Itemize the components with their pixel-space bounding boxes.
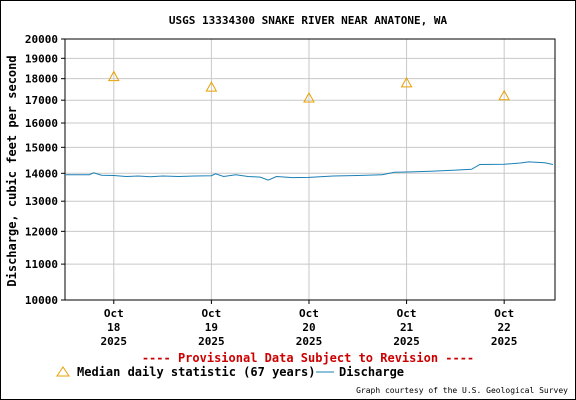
x-tick-label: 18 <box>107 321 120 334</box>
x-tick-label: 2025 <box>491 335 518 348</box>
legend-discharge-label: Discharge <box>339 365 404 379</box>
median-series <box>107 70 511 103</box>
y-tick-label: 10000 <box>25 294 58 307</box>
y-axis-ticks: 10000 11000 12000 13000 14000 15000 16000 17000… <box>25 33 65 307</box>
median-marker <box>107 70 120 82</box>
chart-title: USGS 13334300 SNAKE RIVER NEAR ANATONE, … <box>169 14 448 27</box>
plot-area <box>64 38 556 301</box>
legend: Median daily statistic (67 years) Discha… <box>56 365 404 379</box>
x-tick-label: 22 <box>498 321 511 334</box>
x-tick-label: Oct <box>494 307 514 320</box>
y-tick-label: 18000 <box>25 73 58 86</box>
discharge-series <box>65 161 554 181</box>
y-tick-label: 17000 <box>25 94 58 107</box>
x-tick-label: 19 <box>205 321 218 334</box>
x-tick-label: Oct <box>299 307 319 320</box>
provisional-annotation: ---- Provisional Data Subject to Revisio… <box>142 351 474 365</box>
y-tick-label: 19000 <box>25 52 58 65</box>
y-tick-label: 20000 <box>25 33 58 46</box>
legend-median-marker <box>56 366 70 377</box>
y-tick-label: 14000 <box>25 167 58 180</box>
x-tick-label: 20 <box>302 321 315 334</box>
x-tick-label: 2025 <box>393 335 420 348</box>
x-tick-label: Oct <box>201 307 221 320</box>
x-tick-label: 2025 <box>198 335 225 348</box>
y-tick-label: 16000 <box>25 117 58 130</box>
x-tick-label: 2025 <box>101 335 128 348</box>
x-tick-label: Oct <box>104 307 124 320</box>
median-marker <box>303 91 315 103</box>
y-tick-label: 15000 <box>25 141 58 154</box>
y-tick-label: 12000 <box>25 225 58 238</box>
median-marker <box>498 89 511 101</box>
discharge-line <box>65 161 554 181</box>
median-marker <box>205 81 218 92</box>
x-tick-label: Oct <box>397 307 417 320</box>
grid <box>65 38 555 301</box>
x-tick-label: 21 <box>400 321 414 334</box>
credit-text: Graph courtesy of the U.S. Geological Su… <box>356 386 568 395</box>
median-marker <box>400 76 413 88</box>
y-tick-label: 11000 <box>25 258 58 271</box>
y-axis-label: Discharge, cubic feet per second <box>5 55 19 286</box>
y-tick-label: 13000 <box>25 195 58 208</box>
legend-median-label: Median daily statistic (67 years) <box>77 365 315 379</box>
x-axis-ticks: Oct182025Oct192025Oct202025Oct212025Oct2… <box>101 300 518 348</box>
x-tick-label: 2025 <box>296 335 323 348</box>
